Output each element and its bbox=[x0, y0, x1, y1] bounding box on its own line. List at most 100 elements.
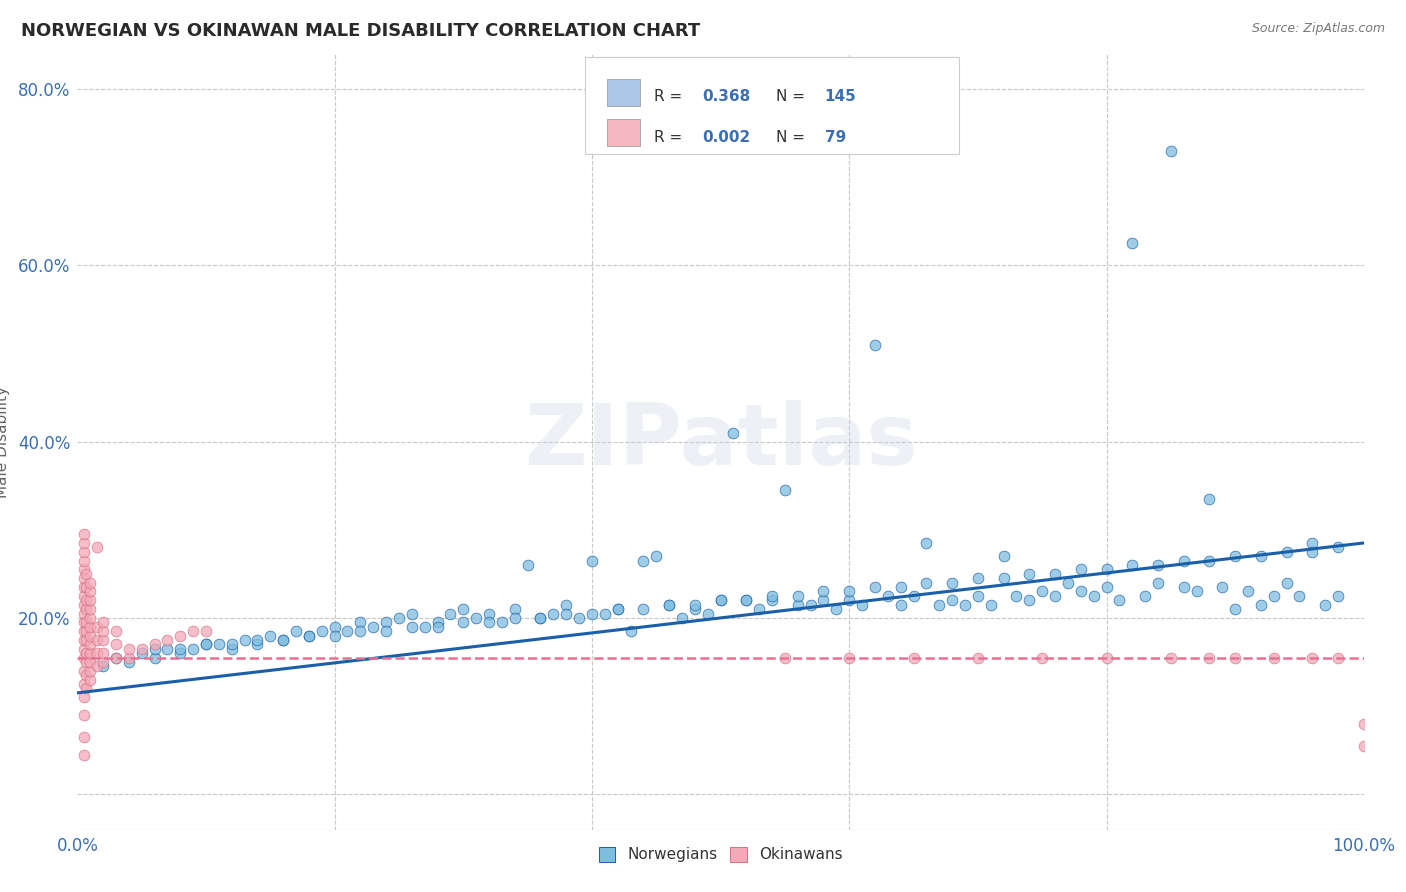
Point bbox=[73, 607, 96, 621]
Point bbox=[941, 575, 963, 590]
Point bbox=[1327, 541, 1350, 555]
Point bbox=[619, 624, 641, 639]
Point bbox=[1198, 650, 1220, 665]
Point bbox=[426, 615, 449, 630]
Point bbox=[633, 602, 655, 616]
Point bbox=[1173, 580, 1195, 594]
Point bbox=[181, 624, 204, 639]
Y-axis label: Male Disability: Male Disability bbox=[0, 385, 10, 498]
Point bbox=[1315, 598, 1337, 612]
Point bbox=[375, 624, 398, 639]
Point bbox=[786, 598, 808, 612]
Point bbox=[645, 549, 668, 564]
Point bbox=[79, 611, 101, 625]
Point bbox=[915, 536, 938, 550]
Text: R =: R = bbox=[654, 89, 686, 104]
Point bbox=[1250, 598, 1272, 612]
Point bbox=[375, 615, 398, 630]
Point bbox=[1057, 575, 1080, 590]
Point bbox=[1263, 650, 1285, 665]
Point bbox=[1018, 566, 1040, 581]
Point bbox=[993, 571, 1015, 585]
Point bbox=[967, 650, 990, 665]
Point bbox=[336, 624, 359, 639]
Point bbox=[79, 628, 101, 642]
Point bbox=[208, 637, 231, 651]
Point bbox=[928, 598, 950, 612]
Point bbox=[131, 646, 153, 660]
Point bbox=[1353, 739, 1375, 753]
Point bbox=[1250, 549, 1272, 564]
Point bbox=[104, 624, 127, 639]
Point bbox=[683, 602, 706, 616]
Point bbox=[79, 655, 101, 669]
Point bbox=[361, 620, 384, 634]
Point bbox=[453, 602, 475, 616]
Point bbox=[194, 624, 217, 639]
Point bbox=[75, 593, 97, 607]
Point bbox=[529, 611, 551, 625]
Text: R =: R = bbox=[654, 129, 686, 145]
Point bbox=[1108, 593, 1130, 607]
Point bbox=[439, 607, 461, 621]
FancyBboxPatch shape bbox=[585, 57, 959, 154]
Point bbox=[169, 646, 191, 660]
Point bbox=[941, 593, 963, 607]
Point bbox=[91, 624, 114, 639]
Text: 0.002: 0.002 bbox=[703, 129, 751, 145]
Point bbox=[773, 650, 796, 665]
Point bbox=[953, 598, 976, 612]
Point bbox=[1237, 584, 1260, 599]
Point bbox=[73, 589, 96, 603]
Point bbox=[606, 602, 628, 616]
Point bbox=[233, 632, 256, 647]
Point bbox=[104, 650, 127, 665]
Point bbox=[1263, 589, 1285, 603]
Point bbox=[143, 641, 166, 656]
Point bbox=[813, 593, 835, 607]
Point bbox=[79, 575, 101, 590]
Point bbox=[401, 607, 423, 621]
Point bbox=[91, 646, 114, 660]
Point bbox=[529, 611, 551, 625]
Text: N =: N = bbox=[776, 89, 810, 104]
Point bbox=[503, 611, 526, 625]
Point bbox=[75, 681, 97, 696]
Point bbox=[503, 602, 526, 616]
Text: N =: N = bbox=[776, 129, 810, 145]
Point bbox=[800, 598, 823, 612]
Legend: Norwegians, Okinawans: Norwegians, Okinawans bbox=[592, 841, 849, 869]
Point bbox=[1301, 536, 1323, 550]
Point bbox=[86, 620, 108, 634]
Point bbox=[465, 611, 488, 625]
Point bbox=[581, 553, 603, 567]
Point bbox=[349, 624, 371, 639]
Point bbox=[73, 527, 96, 541]
Point bbox=[75, 668, 97, 682]
Point bbox=[271, 632, 294, 647]
FancyBboxPatch shape bbox=[607, 79, 640, 106]
Point bbox=[593, 607, 616, 621]
Point bbox=[1301, 545, 1323, 559]
Point bbox=[1083, 589, 1105, 603]
Point bbox=[86, 659, 108, 673]
Point bbox=[683, 598, 706, 612]
Point bbox=[181, 641, 204, 656]
Point bbox=[761, 593, 783, 607]
Text: 79: 79 bbox=[825, 129, 846, 145]
Point bbox=[75, 655, 97, 669]
Point bbox=[75, 632, 97, 647]
Point bbox=[825, 602, 848, 616]
Point bbox=[543, 607, 565, 621]
Point bbox=[73, 677, 96, 691]
Point bbox=[1005, 589, 1028, 603]
Point bbox=[221, 637, 243, 651]
Point bbox=[773, 483, 796, 497]
Point bbox=[890, 598, 912, 612]
Point bbox=[118, 650, 141, 665]
Point bbox=[73, 536, 96, 550]
Point bbox=[967, 571, 990, 585]
Point bbox=[1031, 584, 1053, 599]
Point bbox=[813, 584, 835, 599]
Point bbox=[79, 673, 101, 687]
